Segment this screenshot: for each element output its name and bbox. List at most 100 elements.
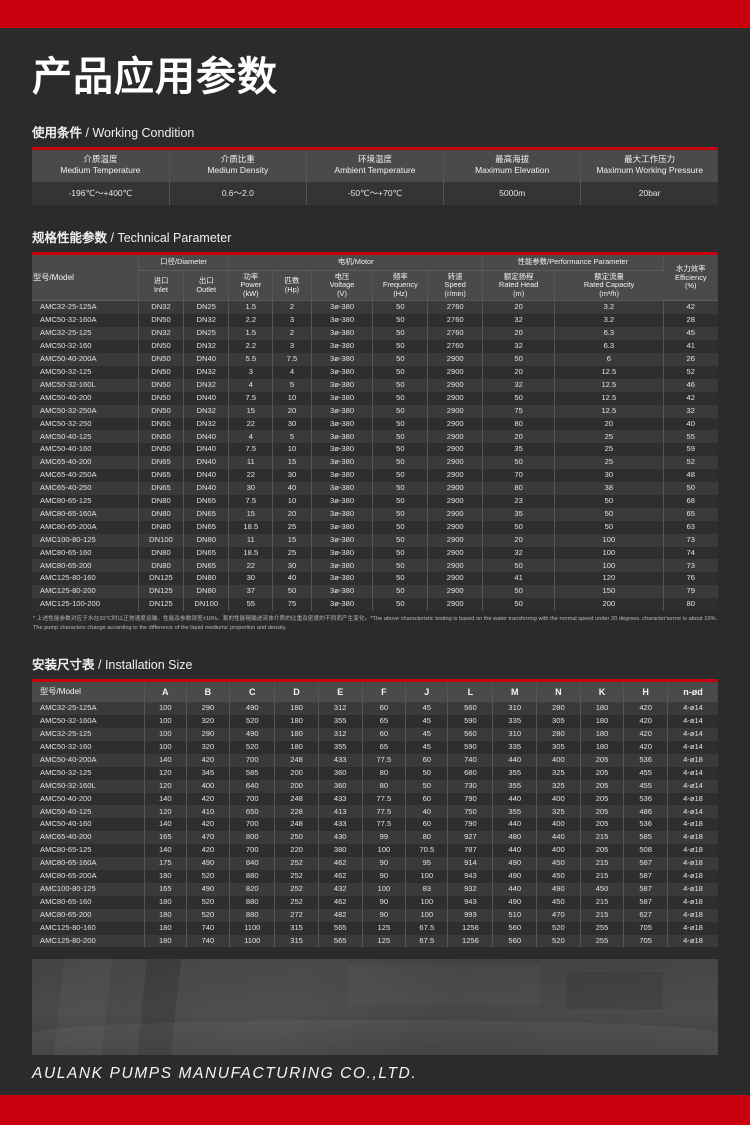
tp-cell: 3ø-380 [311, 300, 374, 315]
tp-cell: 20 [482, 533, 556, 547]
tp-cell: 30 [272, 417, 312, 431]
is-cell: 490 [186, 882, 231, 896]
is-cell: 100 [144, 740, 187, 754]
is-cell: 440 [492, 818, 538, 832]
is-cell: 400 [536, 792, 581, 806]
tp-cell: 3ø-380 [311, 352, 374, 366]
is-cell: 83 [405, 882, 449, 896]
table-row: AMC100-80-125 DN100 DN80 11 15 3ø-380 50 2900 20… [32, 533, 718, 547]
tp-cell: 50 [554, 507, 664, 521]
tp-cell: DN50 [138, 443, 185, 457]
is-cell: 40 [405, 805, 449, 819]
tp-cell: 2760 [427, 327, 484, 341]
tp-cell: 15 [228, 507, 274, 521]
is-cell: 252 [274, 882, 319, 896]
tp-cell: 120 [554, 572, 664, 586]
is-cell: 440 [492, 753, 538, 767]
tp-cell: 7.5 [228, 391, 274, 405]
tp-cell: 12.5 [554, 365, 664, 379]
table-row: AMC50-40-125 DN50 DN40 4 5 3ø-380 50 2900 20 25 55 [32, 430, 718, 444]
tp-cell: 50 [372, 572, 429, 586]
tp-cell: 2900 [427, 482, 484, 495]
installation-size-section: 安装尺寸表 / Installation Size 型号/Model A B C D E F… [32, 654, 718, 948]
tp-cell: 2760 [427, 340, 484, 353]
is-cell: 490 [536, 882, 581, 896]
technical-parameter-section: 规格性能参数 / Technical Parameter 型号/Model 口径/… [32, 227, 718, 632]
is-col-header-3: D [274, 680, 319, 703]
tp-cell: DN50 [138, 391, 185, 405]
is-cell: 565 [318, 934, 363, 948]
is-cell: 325 [536, 779, 581, 793]
table-row: AMC80-65-160A DN80 DN65 15 20 3ø-380 50 2900 35 5… [32, 507, 718, 521]
is-cell: 180 [144, 870, 187, 883]
is-cell: 310 [492, 702, 538, 716]
table-row: AMC50-32-160L DN50 DN32 4 5 3ø-380 50 2900 32 12.… [32, 378, 718, 392]
is-cell-model: AMC50-40-125 [32, 805, 145, 819]
is-cell: 587 [623, 857, 668, 871]
tp-cell: 50 [554, 494, 664, 508]
tp-cell: 15 [272, 456, 312, 470]
wc-col-header-cn: 最高海拔 [495, 154, 530, 164]
is-cell: 80 [362, 779, 407, 793]
is-cell: 252 [274, 870, 319, 883]
tp-col-header-en: Voltage [329, 280, 355, 290]
tp-col-header-6: 转速 Speed (r/min) [427, 270, 484, 302]
is-cell-model: AMC80-65-200A [32, 870, 145, 883]
tp-cell: 25 [554, 430, 664, 444]
is-cell: 77.5 [362, 805, 407, 819]
is-cell: 700 [229, 792, 276, 806]
is-cell: 400 [536, 844, 581, 858]
is-cell: 60 [405, 753, 449, 767]
tp-cell: 3ø-380 [311, 585, 374, 599]
tp-cell: 2900 [427, 572, 484, 586]
tp-cell-model: AMC100-80-125 [32, 533, 139, 547]
is-cell: 280 [536, 728, 581, 741]
tp-cell: 100 [554, 533, 664, 547]
wc-col-header-en: Maximum Elevation [475, 164, 550, 175]
is-cell: 205 [580, 779, 625, 793]
is-cell: 520 [536, 921, 581, 935]
tp-cell-model: AMC50-32-160 [32, 340, 139, 353]
wc-col-header-3: 最高海拔 Maximum Elevation [443, 148, 582, 182]
table-row: AMC32-25-125A 100 290 490 180 312 60 45 560 310 28… [32, 702, 718, 716]
is-col-header-11: H [623, 680, 668, 703]
wc-col-header-4: 最大工作压力 Maximum Working Pressure [580, 148, 718, 182]
is-cell: 587 [623, 870, 668, 883]
tp-cell: 20 [482, 327, 556, 341]
tp-cell: 50 [482, 559, 556, 573]
table-row: AMC50-32-160 100 320 520 180 355 65 45 590 335 305… [32, 740, 718, 754]
tp-cell: 100 [554, 559, 664, 573]
is-cell: 45 [405, 728, 449, 741]
is-cell: 490 [229, 702, 276, 716]
tp-cell: 32 [482, 378, 556, 392]
technical-parameter-label-en: Technical Parameter [117, 231, 232, 246]
is-cell: 215 [580, 895, 625, 909]
tp-cell: 50 [372, 469, 429, 483]
table-row: -196℃～+400℃ 0.6～2.0 -50℃～+70℃ 5000m 20bar [32, 181, 718, 206]
is-cell: 790 [447, 818, 494, 832]
is-col-header-6: J [405, 680, 449, 703]
tp-cell: DN125 [138, 598, 185, 612]
is-cell: 450 [536, 857, 581, 871]
tp-cell: DN65 [183, 520, 230, 534]
is-cell-model: AMC50-40-200 [32, 792, 145, 806]
tp-cell: 2900 [427, 430, 484, 444]
is-cell: 455 [623, 766, 668, 780]
is-cell: 520 [186, 908, 231, 922]
tp-cell: 3ø-380 [311, 443, 374, 457]
is-cell: 880 [229, 870, 276, 883]
is-cell: 4-ø18 [667, 934, 718, 948]
tp-cell: 2900 [427, 404, 484, 418]
tp-efficiency-header-en: Efficiency [675, 272, 707, 282]
is-cell: 310 [492, 728, 538, 741]
installation-size-label: 安装尺寸表 / Installation Size [32, 654, 718, 673]
is-cell: 432 [318, 882, 363, 896]
is-cell: 380 [318, 844, 363, 858]
is-cell: 510 [492, 908, 538, 922]
is-cell: 420 [186, 844, 231, 858]
is-cell: 70.5 [405, 844, 449, 858]
tp-cell: 30 [272, 559, 312, 573]
is-cell: 220 [274, 844, 319, 858]
is-cell: 165 [144, 831, 187, 845]
